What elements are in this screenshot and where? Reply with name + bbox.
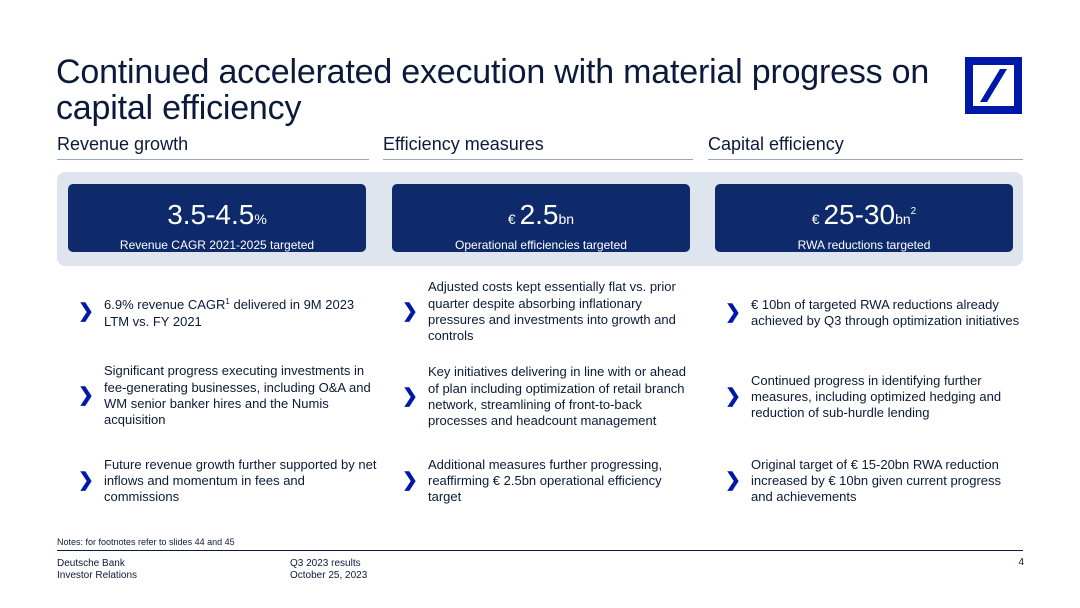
footer-department: Investor Relations (57, 570, 138, 581)
chevron-right-icon: ❯ (78, 470, 94, 491)
chevron-right-icon: ❯ (78, 301, 94, 322)
kpi-value: 3.5-4.5% (167, 199, 267, 230)
chevron-right-icon: ❯ (402, 386, 418, 407)
kpi-label: RWA reductions targeted (797, 238, 931, 252)
bullet-capital-1: ❯ € 10bn of targeted RWA reductions alre… (725, 287, 1021, 339)
chevron-right-icon: ❯ (725, 302, 741, 323)
kpi-revenue-growth: 3.5-4.5% Revenue CAGR 2021-2025 targeted (68, 184, 366, 252)
bullet-text: Future revenue growth further supported … (104, 456, 377, 505)
bullet-text: Key initiatives delivering in line with … (428, 364, 686, 429)
bullet-text: Significant progress executing investmen… (104, 363, 371, 428)
chevron-right-icon: ❯ (78, 385, 94, 406)
kpi-efficiency-measures: € 2.5bn Operational efficiencies targete… (392, 184, 690, 252)
footer-company: Deutsche Bank (57, 558, 125, 569)
bullet-capital-2: ❯ Continued progress in identifying furt… (725, 371, 1021, 423)
kpi-capital-efficiency: € 25-30bn2 RWA reductions targeted (715, 184, 1013, 252)
footer-company-block: Deutsche Bank Investor Relations (57, 558, 137, 582)
bullet-text: € 10bn of targeted RWA reductions alread… (751, 296, 1020, 328)
bullet-efficiency-1: ❯ Adjusted costs kept essentially flat v… (402, 278, 698, 346)
bullet-text: Adjusted costs kept essentially flat vs.… (428, 279, 676, 344)
page-title: Continued accelerated execution with mat… (56, 53, 930, 127)
bullet-text: 6.9% revenue CAGR1 delivered in 9M 2023 … (104, 297, 355, 329)
deutsche-bank-logo (965, 57, 1022, 114)
page-number: 4 (1018, 557, 1024, 568)
bullet-text: Additional measures further progressing,… (428, 456, 663, 505)
kpi-label: Operational efficiencies targeted (455, 238, 627, 252)
bullet-revenue-1: ❯ 6.9% revenue CAGR1 delivered in 9M 202… (78, 290, 378, 334)
bullet-revenue-2: ❯ Significant progress executing investm… (78, 362, 378, 430)
bullet-text: Continued progress in identifying furthe… (751, 372, 1002, 421)
kpi-value: € 25-30bn2 (811, 199, 917, 230)
chevron-right-icon: ❯ (402, 470, 418, 491)
bullet-capital-3: ❯ Original target of € 15-20bn RWA reduc… (725, 455, 1021, 507)
bullet-text: Original target of € 15-20bn RWA reducti… (751, 456, 1002, 505)
footer-date: October 25, 2023 (290, 570, 368, 581)
footer-report-block: Q3 2023 results October 25, 2023 (290, 558, 367, 582)
bullet-revenue-3: ❯ Future revenue growth further supporte… (78, 455, 378, 507)
column-header-efficiency-measures: Efficiency measures (383, 134, 693, 160)
kpi-value: € 2.5bn (507, 199, 575, 230)
chevron-right-icon: ❯ (725, 470, 741, 491)
bullet-efficiency-2: ❯ Key initiatives delivering in line wit… (402, 355, 698, 439)
kpi-label: Revenue CAGR 2021-2025 targeted (119, 238, 315, 252)
chevron-right-icon: ❯ (725, 386, 741, 407)
bullet-efficiency-3: ❯ Additional measures further progressin… (402, 455, 698, 507)
logo-slash-icon (980, 69, 1007, 102)
chevron-right-icon: ❯ (402, 301, 418, 322)
column-header-capital-efficiency: Capital efficiency (708, 134, 1023, 160)
column-header-revenue-growth: Revenue growth (57, 134, 369, 160)
footer-divider (57, 550, 1023, 551)
footer-report: Q3 2023 results (290, 558, 361, 569)
footnote: Notes: for footnotes refer to slides 44 … (57, 537, 235, 547)
